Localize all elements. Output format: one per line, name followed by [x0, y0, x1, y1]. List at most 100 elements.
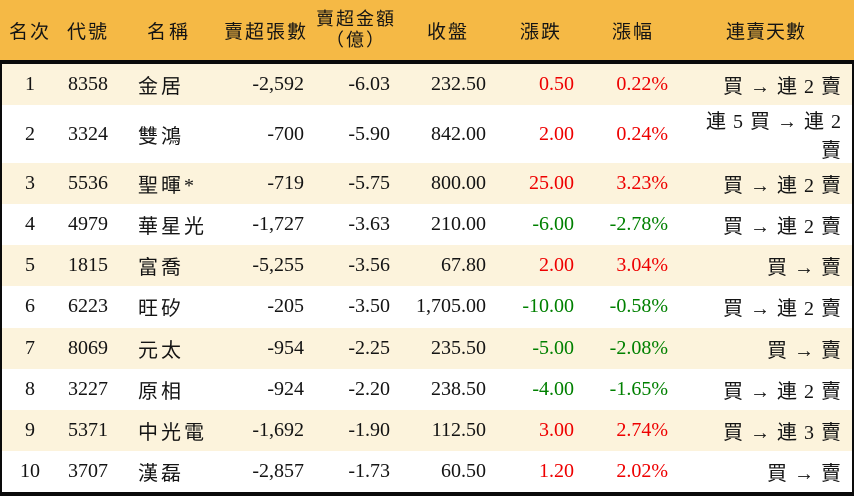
rank-cell: 1 — [25, 73, 35, 96]
sell-amount-cell: -3.63 — [348, 213, 390, 236]
sell-amount-cell: -6.03 — [348, 73, 390, 96]
change-pct-cell: 2.74% — [616, 418, 668, 441]
sell-volume-cell: -5,255 — [252, 254, 304, 277]
code-cell: 8358 — [68, 73, 108, 96]
change-pct-cell: -2.78% — [609, 213, 668, 236]
close-cell: 60.50 — [441, 459, 486, 482]
close-cell: 235.50 — [431, 336, 486, 359]
header-close: 收盤 — [426, 21, 469, 43]
name-cell: 金居 — [138, 76, 184, 99]
sell-amount-cell: -3.50 — [348, 295, 390, 318]
table-row: 7 8069 元太 -954 -2.25 235.50 -5.00 -2.08%… — [2, 327, 852, 369]
name-cell: 漢磊 — [138, 462, 184, 485]
streak-cell: 買 → 賣 — [767, 462, 842, 485]
code-cell: 8069 — [68, 336, 108, 359]
change-cell: 2.00 — [539, 254, 574, 277]
code-cell: 3227 — [68, 377, 108, 400]
header-sell-volume: 賣超張數 — [223, 21, 308, 43]
name-cell: 雙鴻 — [138, 125, 184, 148]
streak-cell: 買 → 連 2 賣 — [723, 216, 842, 239]
sell-volume-cell: -205 — [267, 295, 304, 318]
code-cell: 3324 — [68, 122, 108, 145]
rank-cell: 9 — [25, 418, 35, 441]
table-row: 5 1815 富喬 -5,255 -3.56 67.80 2.00 3.04% … — [2, 245, 852, 287]
name-cell: 富喬 — [138, 257, 184, 280]
sell-amount-cell: -2.20 — [348, 377, 390, 400]
rank-cell: 8 — [25, 377, 35, 400]
change-cell: 1.20 — [539, 459, 574, 482]
streak-cell: 買 → 賣 — [767, 339, 842, 362]
header-streak: 連賣天數 — [725, 21, 806, 43]
sell-volume-cell: -700 — [267, 122, 304, 145]
sell-amount-cell: -1.90 — [348, 418, 390, 441]
change-cell: 2.00 — [539, 122, 574, 145]
rank-cell: 7 — [25, 336, 35, 359]
change-pct-cell: -2.08% — [609, 336, 668, 359]
table-row: 6 6223 旺矽 -205 -3.50 1,705.00 -10.00 -0.… — [2, 286, 852, 328]
header-change: 漲跌 — [519, 21, 562, 43]
bottom-divider — [0, 492, 854, 496]
rank-cell: 3 — [25, 172, 35, 195]
name-cell: 聖暉* — [138, 175, 197, 198]
name-cell: 旺矽 — [138, 298, 184, 321]
code-cell: 5371 — [68, 418, 108, 441]
sell-volume-cell: -719 — [267, 172, 304, 195]
sell-amount-cell: -3.56 — [348, 254, 390, 277]
table-row: 3 5536 聖暉* -719 -5.75 800.00 25.00 3.23%… — [2, 163, 852, 205]
header-change-pct: 漲幅 — [611, 21, 654, 43]
name-cell: 原相 — [138, 380, 184, 403]
change-pct-cell: -1.65% — [609, 377, 668, 400]
header-rank: 名次 — [8, 21, 51, 43]
close-cell: 238.50 — [431, 377, 486, 400]
change-pct-cell: 3.23% — [616, 172, 668, 195]
change-pct-cell: 3.04% — [616, 254, 668, 277]
streak-cell: 買 → 連 2 賣 — [723, 76, 842, 99]
header-code: 代號 — [66, 21, 109, 43]
streak-cell: 連 5 買 → 連 2 賣 — [706, 111, 842, 163]
change-pct-cell: 0.22% — [616, 73, 668, 96]
close-cell: 842.00 — [431, 122, 486, 145]
rank-cell: 10 — [20, 459, 40, 482]
sell-amount-cell: -5.75 — [348, 172, 390, 195]
code-cell: 6223 — [68, 295, 108, 318]
table-row: 2 3324 雙鴻 -700 -5.90 842.00 2.00 0.24% 連… — [2, 105, 852, 164]
close-cell: 232.50 — [431, 73, 486, 96]
change-pct-cell: 0.24% — [616, 122, 668, 145]
change-cell: 0.50 — [539, 73, 574, 96]
change-cell: -5.00 — [532, 336, 574, 359]
close-cell: 800.00 — [431, 172, 486, 195]
sell-volume-cell: -1,692 — [252, 418, 304, 441]
sell-amount-cell: -5.90 — [348, 122, 390, 145]
streak-cell: 買 → 連 3 賣 — [723, 421, 842, 444]
streak-cell: 買 → 連 2 賣 — [723, 175, 842, 198]
sell-volume-cell: -2,592 — [252, 73, 304, 96]
sell-amount-cell: -1.73 — [348, 459, 390, 482]
table-row: 8 3227 原相 -924 -2.20 238.50 -4.00 -1.65%… — [2, 368, 852, 410]
close-cell: 67.80 — [441, 254, 486, 277]
sell-volume-cell: -924 — [267, 377, 304, 400]
code-cell: 5536 — [68, 172, 108, 195]
rank-cell: 2 — [25, 122, 35, 145]
change-cell: -4.00 — [532, 377, 574, 400]
change-pct-cell: 2.02% — [616, 459, 668, 482]
table-row: 4 4979 華星光 -1,727 -3.63 210.00 -6.00 -2.… — [2, 204, 852, 246]
streak-cell: 買 → 連 2 賣 — [723, 380, 842, 403]
streak-cell: 買 → 連 2 賣 — [723, 298, 842, 321]
change-cell: -6.00 — [532, 213, 574, 236]
table-row: 10 3707 漢磊 -2,857 -1.73 60.50 1.20 2.02%… — [2, 450, 852, 492]
name-cell: 元太 — [138, 339, 184, 362]
table-header-row: 名次 代號 名稱 賣超張數 賣超金額 （億） 收盤 漲跌 漲幅 連賣天數 — [0, 0, 854, 60]
change-pct-cell: -0.58% — [609, 295, 668, 318]
streak-cell: 買 → 賣 — [767, 257, 842, 280]
change-cell: -10.00 — [522, 295, 574, 318]
code-cell: 1815 — [68, 254, 108, 277]
rank-cell: 6 — [25, 295, 35, 318]
sell-volume-cell: -954 — [267, 336, 304, 359]
sell-volume-cell: -1,727 — [252, 213, 304, 236]
table-body: 1 8358 金居 -2,592 -6.03 232.50 0.50 0.22%… — [0, 64, 854, 492]
change-cell: 25.00 — [529, 172, 574, 195]
rank-cell: 4 — [25, 213, 35, 236]
sell-volume-cell: -2,857 — [252, 459, 304, 482]
close-cell: 1,705.00 — [416, 295, 486, 318]
